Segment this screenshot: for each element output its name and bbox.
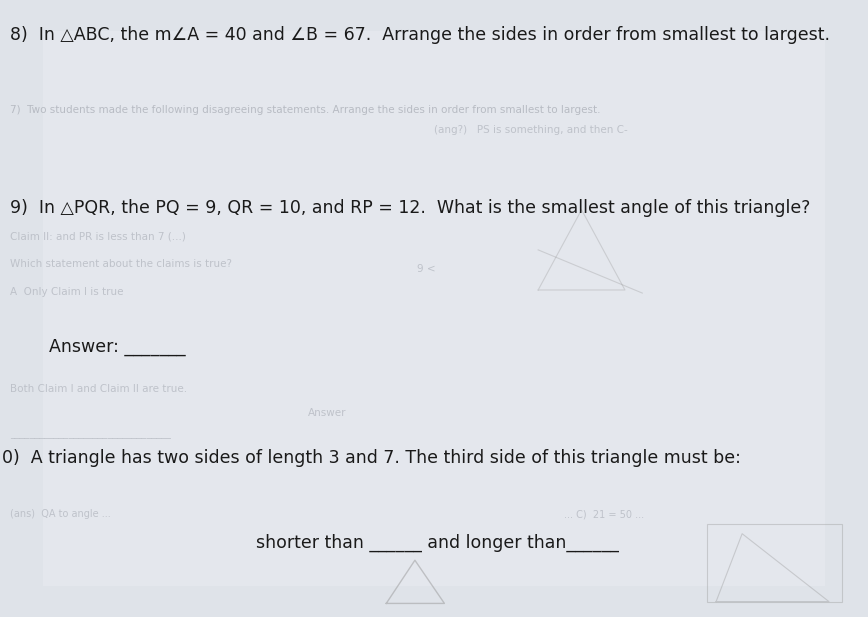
Text: 8)  In △ABC, the m∠A = 40 and ∠B = 67.  Arrange the sides in order from smallest: 8) In △ABC, the m∠A = 40 and ∠B = 67. Ar… [10, 26, 831, 44]
Text: Which statement about the claims is true?: Which statement about the claims is true… [10, 259, 233, 269]
Text: shorter than ______ and longer than______: shorter than ______ and longer than_____… [256, 534, 619, 552]
Text: (ang?)   PS is something, and then C-: (ang?) PS is something, and then C- [434, 125, 628, 135]
Text: 9 <: 9 < [417, 264, 435, 274]
Text: Answer: Answer [308, 408, 346, 418]
Text: Both Claim I and Claim II are true.: Both Claim I and Claim II are true. [10, 384, 187, 394]
Text: (ans)  QA to angle ...: (ans) QA to angle ... [10, 509, 115, 519]
Text: _________________________________: _________________________________ [10, 429, 171, 439]
Text: Claim II: and PR is less than 7 (...): Claim II: and PR is less than 7 (...) [10, 231, 187, 241]
Text: 7)  Two students made the following disagreeing statements. Arrange the sides in: 7) Two students made the following disag… [10, 105, 601, 115]
Text: Answer: _______: Answer: _______ [49, 338, 186, 356]
Text: 0)  A triangle has two sides of length 3 and 7. The third side of this triangle : 0) A triangle has two sides of length 3 … [2, 449, 740, 467]
FancyBboxPatch shape [43, 31, 825, 586]
Bar [707, 524, 842, 602]
Text: A  Only Claim I is true: A Only Claim I is true [10, 287, 124, 297]
Text: 9)  In △PQR, the PQ = 9, QR = 10, and RP = 12.  What is the smallest angle of th: 9) In △PQR, the PQ = 9, QR = 10, and RP … [10, 199, 811, 217]
Text: ... C)  21 = 50 ...: ... C) 21 = 50 ... [564, 509, 644, 519]
